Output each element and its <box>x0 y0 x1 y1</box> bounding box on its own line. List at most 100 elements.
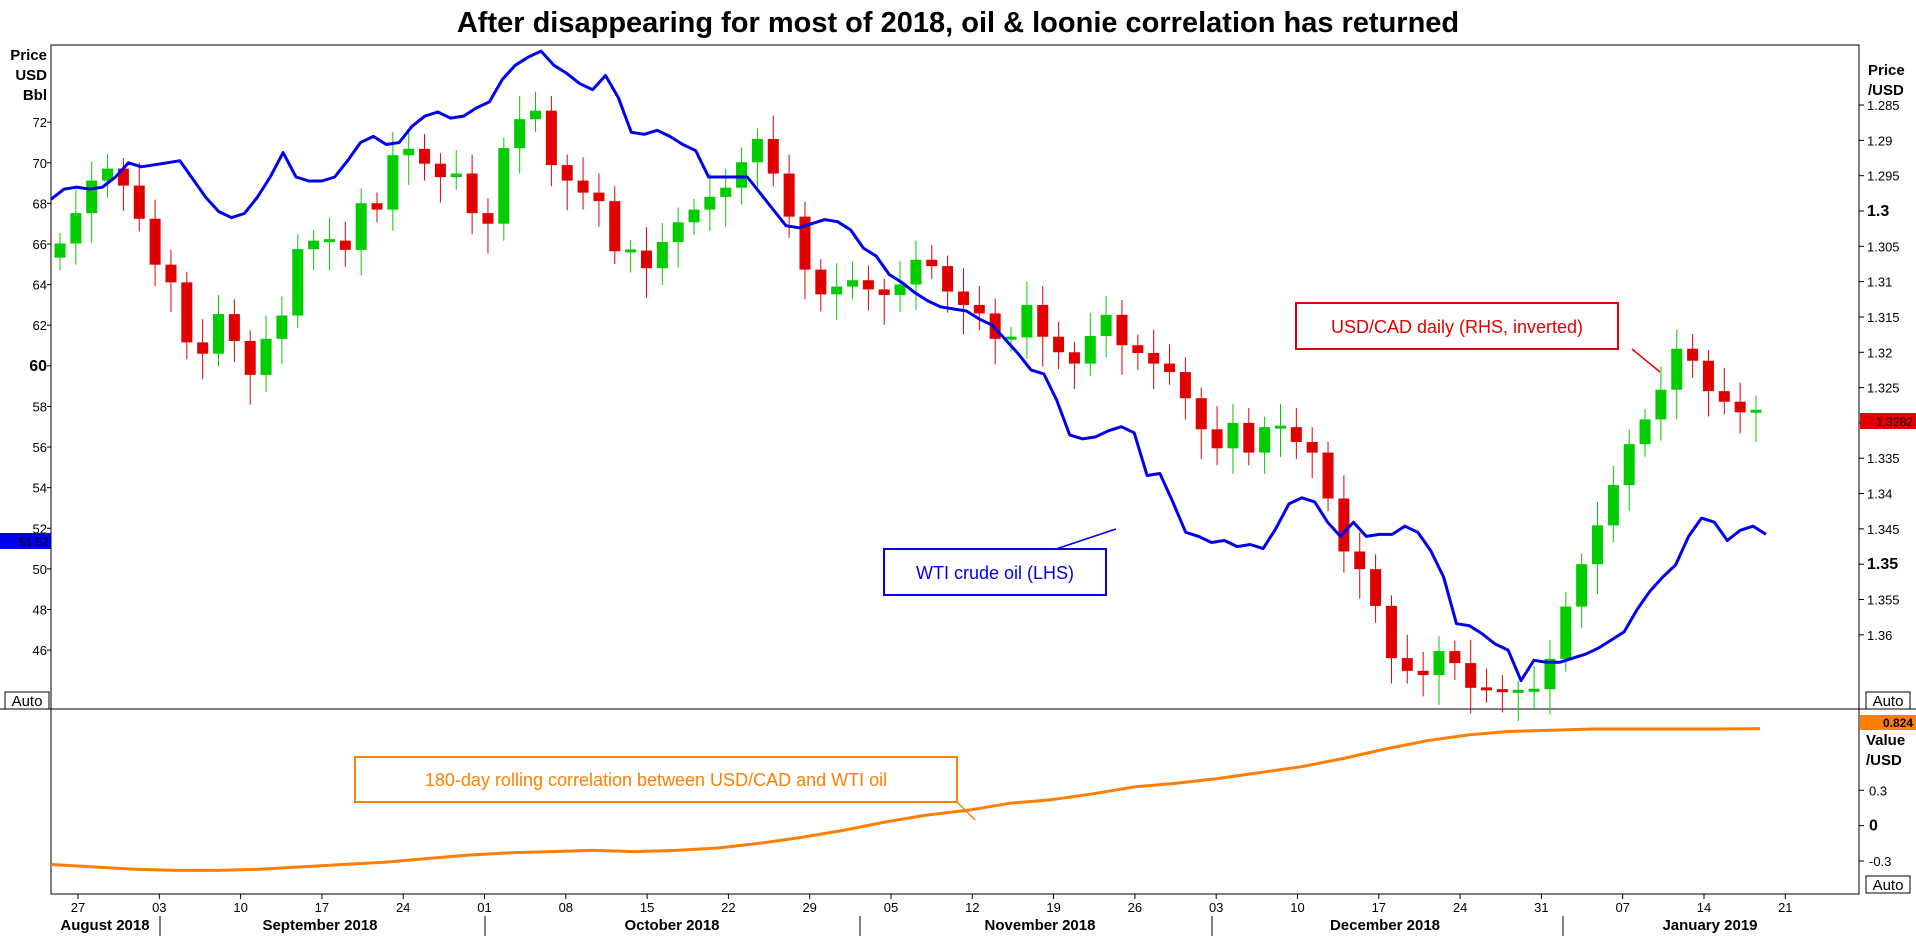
usdcad-candle-body <box>1179 372 1191 399</box>
left-axis-label-line: USD <box>15 67 47 84</box>
left-tick-label: 50 <box>33 562 47 577</box>
usdcad-candle-body <box>466 173 478 214</box>
left-axis-label: Price USD Bbl <box>10 47 47 104</box>
x-tick-label: 22 <box>721 900 735 915</box>
usdcad-candle-body <box>1053 336 1065 353</box>
auto-box-right[interactable]: Auto <box>1865 691 1911 710</box>
usdcad-candle-body <box>1306 441 1318 453</box>
usdcad-candle-body <box>149 218 161 265</box>
usdcad-candle-body <box>1544 658 1556 690</box>
usdcad-candle-body <box>862 280 874 290</box>
usdcad-candle-body <box>276 315 288 339</box>
x-tick-label: 07 <box>1615 900 1629 915</box>
usdcad-candle-body <box>1607 485 1619 526</box>
usdcad-candle-body <box>1084 336 1096 364</box>
x-tick-label: 12 <box>965 900 979 915</box>
right-tick-label: 1.36 <box>1867 628 1892 643</box>
annotation-wti: WTI crude oil (LHS) <box>883 528 1117 596</box>
usdcad-candle-body <box>1449 651 1461 664</box>
left-axis-ticks: 72 70 68 66 64 62 60 58 56 54 52 50 48 46 <box>29 115 51 658</box>
right-tick-label: 1.35 <box>1867 556 1898 573</box>
usdcad-last-value: 1.3282 <box>1876 415 1913 429</box>
left-tick-label: 70 <box>33 156 47 171</box>
usdcad-candle-body <box>1718 391 1730 402</box>
right-tick-label: 1.34 <box>1867 487 1892 502</box>
left-tick-label: 72 <box>33 115 47 130</box>
usdcad-candle-body <box>1338 498 1350 552</box>
auto-box-lower[interactable]: Auto <box>1865 875 1911 894</box>
usdcad-candle-body <box>260 338 272 375</box>
usdcad-candle-body <box>70 213 82 244</box>
annotation-wti-text: WTI crude oil (LHS) <box>916 563 1074 583</box>
usdcad-candle-body <box>1623 444 1635 486</box>
usdcad-candle-body <box>1465 663 1477 688</box>
lower-axis-label: Value/USD <box>1866 732 1905 769</box>
left-tick-label: 62 <box>33 318 47 333</box>
left-tick-label: 52 <box>33 521 47 536</box>
usdcad-candle-body <box>197 342 209 354</box>
usdcad-candle-body <box>1211 429 1223 449</box>
wti-last-value-tag: 51.52 <box>0 533 51 549</box>
x-tick-label: 24 <box>396 900 410 915</box>
usdcad-candle-body <box>1671 348 1683 390</box>
x-tick-label: 21 <box>1778 900 1792 915</box>
x-tick-label: 03 <box>1209 900 1223 915</box>
usdcad-candle-body <box>1528 688 1540 692</box>
left-tick-label: 48 <box>33 603 47 618</box>
right-tick-label: 1.345 <box>1867 522 1900 537</box>
usdcad-candle-body <box>1274 425 1286 429</box>
usdcad-candle-body <box>973 304 985 314</box>
usdcad-candle-body <box>1005 336 1017 340</box>
usdcad-candle-body <box>181 282 193 343</box>
left-tick-label: 60 <box>29 358 47 375</box>
right-tick-label: 1.305 <box>1867 239 1900 254</box>
usdcad-candle-body <box>1068 352 1080 364</box>
usdcad-candle-body <box>1385 605 1397 659</box>
x-tick-label: 27 <box>71 900 85 915</box>
x-month-label: October 2018 <box>624 917 719 934</box>
usdcad-candle-body <box>1021 304 1033 338</box>
usdcad-candle-body <box>1354 551 1366 570</box>
usdcad-candle-body <box>1702 360 1714 392</box>
usdcad-candle-body <box>86 180 98 214</box>
usdcad-candle-body <box>1401 658 1413 671</box>
x-tick-label: 31 <box>1534 900 1548 915</box>
lower-tick-label: 0.3 <box>1869 783 1887 798</box>
usdcad-candle-body <box>1243 422 1255 453</box>
usdcad-candle-body <box>1512 689 1524 693</box>
auto-box-left[interactable]: Auto <box>4 691 50 710</box>
usdcad-candle-body <box>1290 427 1302 442</box>
annotation-usdcad-text: USD/CAD daily (RHS, inverted) <box>1331 317 1583 337</box>
usdcad-candle-body <box>751 138 763 163</box>
usdcad-candle-body <box>1037 304 1049 337</box>
right-tick-label: 1.335 <box>1867 451 1900 466</box>
usdcad-candle-body <box>815 269 827 295</box>
auto-label-right[interactable]: Auto <box>1873 693 1904 710</box>
left-tick-label: 64 <box>33 278 47 293</box>
right-tick-label: 1.315 <box>1867 310 1900 325</box>
usdcad-candle-body <box>1100 314 1112 337</box>
correlation-line <box>50 727 1761 872</box>
usdcad-candle-body <box>1734 401 1746 413</box>
usdcad-candle-body <box>656 242 668 269</box>
usdcad-candle-body <box>339 240 351 250</box>
right-tick-label: 1.355 <box>1867 593 1900 608</box>
annotation-correlation: 180-day rolling correlation between USD/… <box>354 756 976 821</box>
auto-label-lower[interactable]: Auto <box>1873 877 1904 894</box>
x-tick-label: 17 <box>315 900 329 915</box>
usdcad-candle-body <box>292 249 304 316</box>
left-tick-label: 58 <box>33 399 47 414</box>
auto-label-left[interactable]: Auto <box>12 693 43 710</box>
lower-axis-label-line: Value <box>1866 732 1905 749</box>
lower-tick-label: -0.3 <box>1869 854 1891 869</box>
usdcad-candle-body <box>1164 363 1176 373</box>
usdcad-candle-body <box>1195 398 1207 430</box>
x-month-label: August 2018 <box>60 917 149 934</box>
usdcad-candle-body <box>672 222 684 243</box>
usdcad-candle-body <box>720 187 732 197</box>
annotation-correlation-text: 180-day rolling correlation between USD/… <box>425 770 887 790</box>
usdcad-candle-body <box>1370 569 1382 606</box>
usdcad-candle-body <box>323 239 335 243</box>
usdcad-candle-body <box>1560 606 1572 659</box>
usdcad-candle-body <box>625 249 637 253</box>
